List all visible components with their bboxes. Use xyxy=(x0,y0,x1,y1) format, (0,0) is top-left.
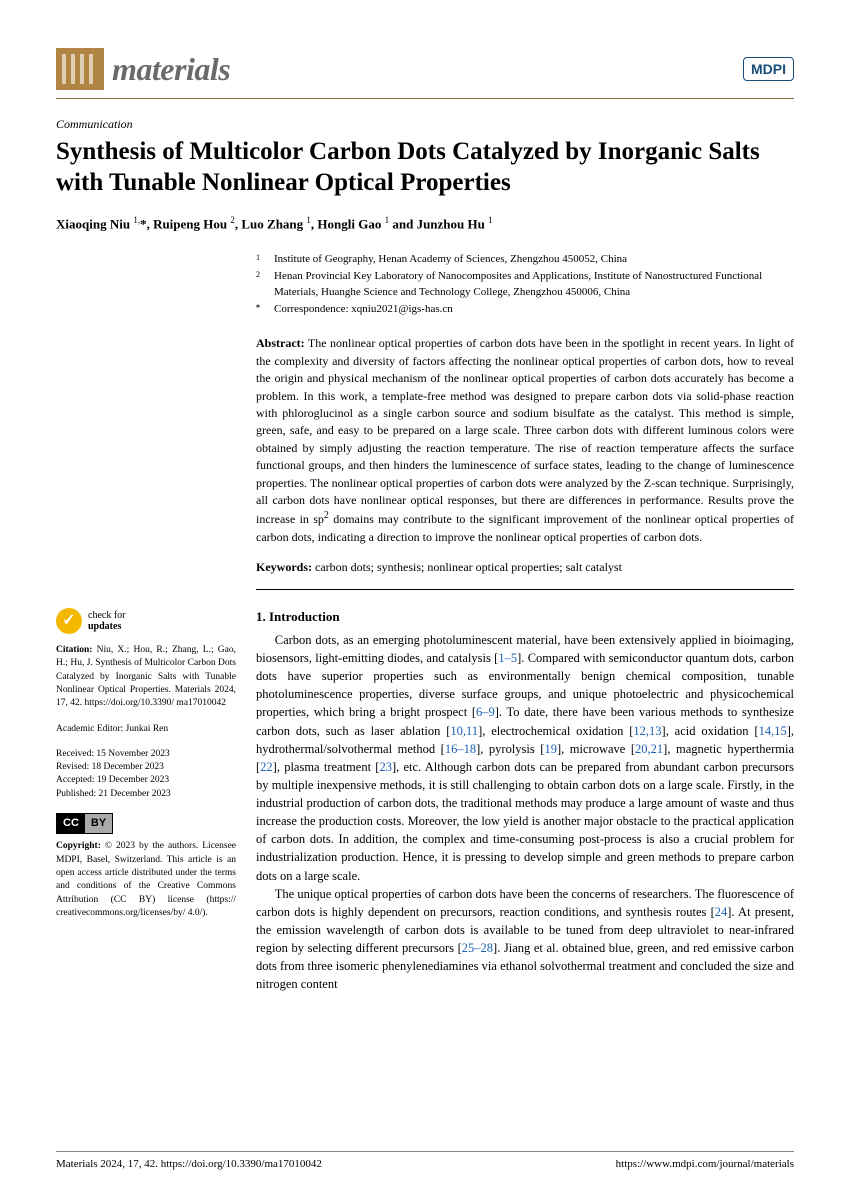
abstract-heading: Abstract: xyxy=(256,336,305,350)
article-title: Synthesis of Multicolor Carbon Dots Cata… xyxy=(56,136,794,199)
body-columns: ✓ check for updates Citation: Niu, X.; H… xyxy=(56,608,794,993)
citation-block: Citation: Niu, X.; Hou, R.; Zhang, L.; G… xyxy=(56,644,236,710)
date-received: Received: 15 November 2023 xyxy=(56,748,236,761)
check-line2: updates xyxy=(88,621,125,632)
check-line1: check for xyxy=(88,610,125,621)
footer-right: https://www.mdpi.com/journal/materials xyxy=(616,1158,794,1170)
affiliation-row: 2Henan Provincial Key Laboratory of Nano… xyxy=(256,269,794,300)
abstract: Abstract: The nonlinear optical properti… xyxy=(256,335,794,546)
keywords-text: carbon dots; synthesis; nonlinear optica… xyxy=(315,560,622,574)
affiliations: 1Institute of Geography, Henan Academy o… xyxy=(256,252,794,318)
journal-logo: materials xyxy=(56,48,230,90)
authors: Xiaoqing Niu 1,*, Ruipeng Hou 2, Luo Zha… xyxy=(56,215,794,232)
keywords: Keywords: carbon dots; synthesis; nonlin… xyxy=(256,560,794,590)
editor-block: Academic Editor: Junkai Ren xyxy=(56,723,236,736)
editor-name: Junkai Ren xyxy=(126,724,168,734)
affiliation-row: 1Institute of Geography, Henan Academy o… xyxy=(256,252,794,267)
check-updates-text: check for updates xyxy=(88,610,125,632)
dates-block: Received: 15 November 2023 Revised: 18 D… xyxy=(56,748,236,801)
date-revised: Revised: 18 December 2023 xyxy=(56,761,236,774)
intro-para-2: The unique optical properties of carbon … xyxy=(256,885,794,994)
sidebar: ✓ check for updates Citation: Niu, X.; H… xyxy=(56,608,236,993)
date-accepted: Accepted: 19 December 2023 xyxy=(56,774,236,787)
cc-by-badge[interactable]: CC BY xyxy=(56,813,113,834)
main-text: 1. Introduction Carbon dots, as an emerg… xyxy=(256,608,794,993)
page-container: materials MDPI Communication Synthesis o… xyxy=(0,0,850,1033)
journal-name: materials xyxy=(112,51,230,88)
copyright-label: Copyright: xyxy=(56,841,101,851)
header: materials MDPI xyxy=(56,48,794,99)
cc-icon: CC xyxy=(57,814,85,833)
check-icon: ✓ xyxy=(56,608,82,634)
keywords-heading: Keywords: xyxy=(256,560,312,574)
date-published: Published: 21 December 2023 xyxy=(56,788,236,801)
correspondence-row: *Correspondence: xqniu2021@igs-has.cn xyxy=(256,302,794,317)
intro-heading: 1. Introduction xyxy=(256,608,794,627)
by-icon: BY xyxy=(85,814,112,833)
copyright-text: © 2023 by the authors. Licensee MDPI, Ba… xyxy=(56,841,236,917)
abstract-text: The nonlinear optical properties of carb… xyxy=(256,336,794,543)
article-type: Communication xyxy=(56,117,794,132)
footer-left: Materials 2024, 17, 42. https://doi.org/… xyxy=(56,1158,322,1170)
editor-label: Academic Editor: xyxy=(56,724,123,734)
license-block: CC BY Copyright: © 2023 by the authors. … xyxy=(56,813,236,920)
publisher-badge: MDPI xyxy=(743,57,794,81)
citation-label: Citation: xyxy=(56,645,92,655)
intro-para-1: Carbon dots, as an emerging photolumines… xyxy=(256,631,794,885)
materials-icon xyxy=(56,48,104,90)
check-updates-badge[interactable]: ✓ check for updates xyxy=(56,608,236,634)
footer: Materials 2024, 17, 42. https://doi.org/… xyxy=(56,1151,794,1170)
